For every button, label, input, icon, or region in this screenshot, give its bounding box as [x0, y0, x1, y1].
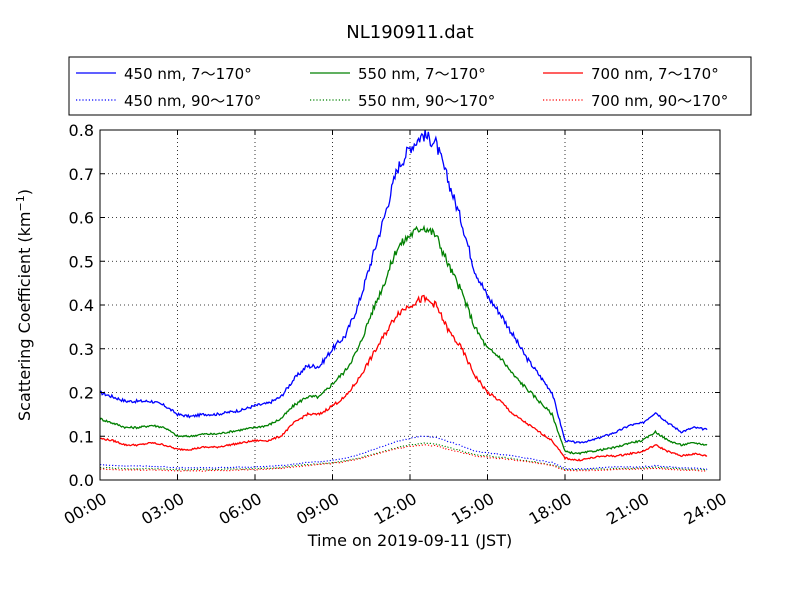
- x-tick-label: 18:00: [526, 489, 575, 529]
- x-tick-label: 00:00: [61, 489, 110, 529]
- chart-title: NL190911.dat: [346, 22, 473, 43]
- x-tick-label: 24:00: [681, 489, 730, 529]
- x-tick-label: 15:00: [448, 489, 497, 529]
- legend-label: 700 nm, 7～170°: [591, 65, 719, 83]
- series-line: [99, 294, 708, 462]
- legend-label: 550 nm, 90～170°: [358, 92, 495, 110]
- x-tick-label: 09:00: [293, 489, 342, 529]
- y-axis-label-close: ): [15, 189, 34, 195]
- x-axis-label: Time on 2019-09-11 (JST): [307, 531, 512, 550]
- y-tick-label: 0.0: [69, 471, 94, 490]
- series-line: [99, 129, 708, 444]
- x-tick-label: 06:00: [216, 489, 265, 529]
- series-line: [99, 444, 708, 472]
- y-tick-label: 0.4: [69, 296, 94, 315]
- legend-label: 450 nm, 90～170°: [124, 92, 261, 110]
- y-tick-label: 0.8: [69, 121, 94, 140]
- y-tick-label: 0.6: [69, 209, 94, 228]
- y-tick-label: 0.7: [69, 165, 94, 184]
- y-tick-label: 0.5: [69, 252, 94, 271]
- y-axis-label-main: Scattering Coefficient (km: [15, 211, 34, 421]
- series-layer: [99, 129, 708, 472]
- series-line: [99, 224, 708, 456]
- grid: [100, 130, 720, 480]
- y-tick-label: 0.2: [69, 384, 94, 403]
- series-line: [99, 442, 708, 471]
- axis-ticks: 00:00 03:00 06:00 09:00 12:00 15:00 18:00 21:00…: [61, 121, 730, 529]
- y-axis-label: Scattering Coefficient (km−1): [14, 189, 34, 421]
- y-tick-label: 0.3: [69, 340, 94, 359]
- x-tick-label: 12:00: [371, 489, 420, 529]
- x-tick-label: 03:00: [138, 489, 187, 529]
- series-line: [99, 435, 708, 470]
- y-tick-label: 0.1: [69, 427, 94, 446]
- legend-label: 550 nm, 7～170°: [358, 65, 486, 83]
- legend-label: 450 nm, 7～170°: [124, 65, 252, 83]
- legend-label: 700 nm, 90～170°: [591, 92, 728, 110]
- x-tick-label: 21:00: [603, 489, 652, 529]
- legend: 450 nm, 7～170° 550 nm, 7～170° 700 nm, 7～17…: [68, 56, 752, 116]
- y-axis-label-sup: −1: [14, 195, 27, 211]
- legend-box: [68, 56, 752, 116]
